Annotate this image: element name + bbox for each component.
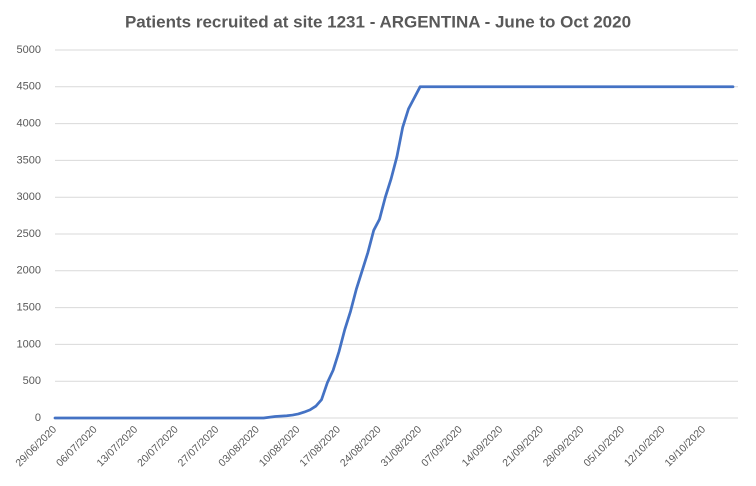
chart-title: Patients recruited at site 1231 - ARGENT… bbox=[125, 12, 631, 31]
x-tick-label: 03/08/2020 bbox=[216, 423, 262, 469]
x-tick-label: 10/08/2020 bbox=[257, 423, 303, 469]
y-tick-label: 3000 bbox=[17, 191, 41, 203]
y-tick-label: 4500 bbox=[17, 81, 41, 93]
x-tick-label: 07/09/2020 bbox=[419, 423, 465, 469]
data-line bbox=[53, 85, 735, 420]
x-tick-label: 29/06/2020 bbox=[13, 423, 59, 469]
y-tick-label: 2500 bbox=[17, 228, 41, 240]
x-tick-label: 05/10/2020 bbox=[581, 423, 627, 469]
x-tick-label: 12/10/2020 bbox=[622, 423, 668, 469]
x-tick-label: 13/07/2020 bbox=[95, 423, 141, 469]
x-tick-label: 31/08/2020 bbox=[379, 423, 425, 469]
x-tick-label: 24/08/2020 bbox=[338, 423, 384, 469]
y-tick-label: 3500 bbox=[17, 154, 41, 166]
x-tick-label: 17/08/2020 bbox=[297, 423, 343, 469]
x-tick-label: 28/09/2020 bbox=[541, 423, 587, 469]
x-tick-label: 19/10/2020 bbox=[662, 423, 708, 469]
y-tick-label: 5000 bbox=[17, 44, 41, 56]
y-tick-label: 4000 bbox=[17, 118, 41, 130]
y-tick-label: 500 bbox=[23, 375, 41, 387]
x-tick-label: 27/07/2020 bbox=[176, 423, 222, 469]
x-tick-label: 06/07/2020 bbox=[54, 423, 100, 469]
x-tick-label: 21/09/2020 bbox=[500, 423, 546, 469]
x-tick-label: 14/09/2020 bbox=[460, 423, 506, 469]
y-tick-label: 0 bbox=[35, 412, 41, 424]
x-tick-label: 20/07/2020 bbox=[135, 423, 181, 469]
y-tick-label: 1500 bbox=[17, 302, 41, 314]
y-tick-label: 2000 bbox=[17, 265, 41, 277]
y-tick-label: 1000 bbox=[17, 338, 41, 350]
